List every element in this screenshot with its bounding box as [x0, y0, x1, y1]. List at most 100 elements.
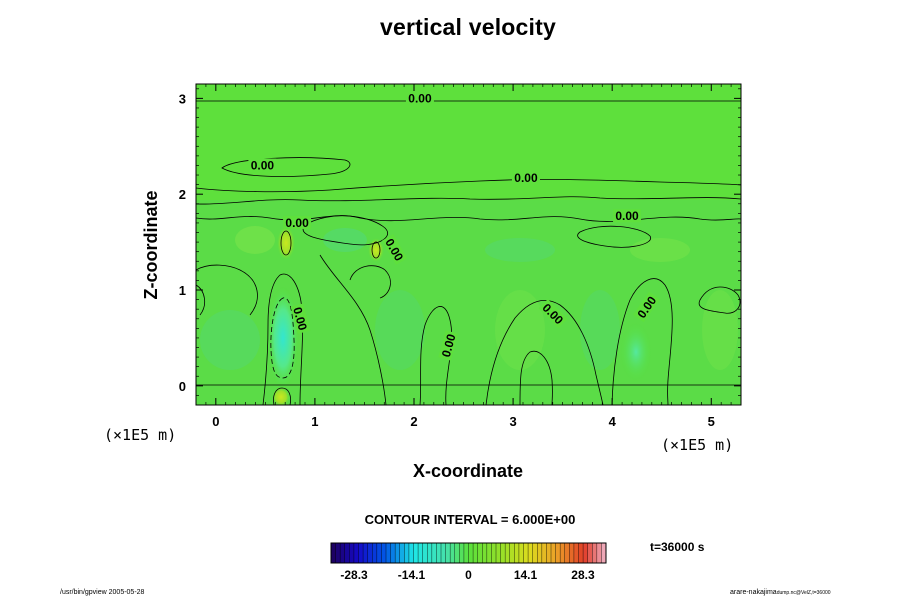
contour-column	[611, 278, 673, 405]
contour-label-bg	[633, 291, 660, 323]
colorbar-segment	[404, 543, 410, 563]
colorbar-segment	[344, 543, 350, 563]
contour-label-group-6: 0.00	[290, 303, 311, 334]
contour-label-2: 0.00	[514, 171, 538, 185]
colorbar-segment	[427, 543, 433, 563]
mottle-blob	[485, 238, 555, 262]
colorbar-segment	[454, 543, 460, 563]
colorbar-segment	[353, 543, 359, 563]
contour-loop	[302, 215, 388, 246]
colorbar-segment	[431, 543, 437, 563]
colorbar-segment	[413, 543, 419, 563]
y-axis-unit: (×1E5 m)	[104, 426, 176, 444]
colorbar-tick-label-0: -28.3	[340, 568, 368, 582]
colorbar-segment	[436, 543, 442, 563]
contour-label-6: 0.00	[290, 306, 310, 332]
colorbar-segment	[441, 543, 446, 563]
plot-frame	[195, 83, 742, 406]
colorbar-segment	[569, 543, 575, 563]
updraft-bottom	[272, 387, 290, 405]
colorbar-tick-label-4: 28.3	[571, 568, 595, 582]
contour-label-bg	[538, 299, 568, 329]
x-axis-title: X-coordinate	[413, 461, 523, 481]
colorbar-segment	[358, 543, 364, 563]
chart-title: vertical velocity	[379, 14, 556, 40]
contour-label-bg	[290, 303, 311, 334]
contour-label-group-9: 0.00	[438, 330, 459, 361]
contour-column	[485, 300, 604, 405]
colorbar-segment	[331, 543, 336, 563]
contour-label-0: 0.00	[408, 91, 432, 105]
colorbar-segment	[390, 543, 396, 563]
contour-column	[262, 273, 303, 405]
colorbar-segment	[592, 543, 598, 563]
colorbar-segment	[523, 543, 529, 563]
colorbar-segment	[450, 543, 456, 563]
contour-column	[419, 306, 453, 405]
contour-label-bg	[438, 330, 459, 361]
mottle-blob	[200, 310, 260, 370]
y-tick-label-2: 2	[179, 187, 186, 202]
mottle-blob	[702, 290, 738, 370]
colorbar-segment	[496, 543, 501, 563]
x-tick-label-5: 5	[708, 414, 715, 429]
colorbar-segment	[518, 543, 524, 563]
colorbar-segment	[583, 543, 589, 563]
mottle-blob	[375, 290, 425, 370]
colorbar-segment	[578, 543, 584, 563]
footer-command: /usr/bin/gpview 2005-05-28	[60, 589, 145, 596]
mottle-blob	[495, 290, 545, 370]
contour-label-bg	[511, 170, 540, 184]
x-tick-label-3: 3	[509, 414, 516, 429]
x-tick-label-4: 4	[609, 414, 617, 429]
colorbar-segment	[463, 543, 469, 563]
downdraft-weak	[620, 322, 652, 382]
contour-label-bg	[248, 158, 277, 172]
colorbar-segment	[546, 543, 552, 563]
contour-label-bg	[283, 215, 312, 229]
colorbar-segment	[349, 543, 355, 563]
colorbar-segment	[367, 543, 373, 563]
colorbar-segment	[564, 543, 570, 563]
time-label: t=36000 s	[650, 540, 705, 554]
x-axis-unit: (×1E5 m)	[661, 436, 733, 454]
y-tick-label-0: 0	[179, 379, 186, 394]
colorbar-segment	[482, 543, 488, 563]
colorbar-segment	[573, 543, 579, 563]
contour-label-group-3: 0.00	[613, 209, 642, 223]
colorbar-tick-label-3: 14.1	[514, 568, 538, 582]
colorbar-segment	[372, 543, 378, 563]
y-axis-title: Z-coordinate	[141, 190, 161, 299]
contour-column	[349, 265, 391, 299]
contour-label-group-2: 0.00	[511, 170, 540, 185]
mottle-blob	[323, 228, 367, 252]
mottle-blob	[630, 238, 690, 262]
colorbar-segment	[418, 543, 424, 563]
contour-label-group-4: 0.00	[283, 215, 312, 230]
colorbar-segment	[422, 543, 428, 563]
colorbar-segment	[381, 543, 387, 563]
colorbar-segment	[491, 543, 497, 563]
contour-column	[319, 254, 387, 405]
colorbar-segment	[395, 543, 401, 563]
colorbar-segment	[532, 543, 538, 563]
contour-downdraft-dashed	[270, 297, 295, 379]
mottle-blob	[580, 290, 620, 370]
colorbar-segment	[399, 543, 405, 563]
colorbar-segment	[340, 543, 346, 563]
colorbar-segment	[386, 543, 391, 563]
colorbar-segment	[477, 543, 483, 563]
axis-tick-labels: 0 1 2 3 4 5 0 1 2 3	[179, 91, 715, 429]
colorbar-segment	[335, 543, 341, 563]
colorbar-tick-label-1: -14.1	[398, 568, 426, 582]
contour-label-group-0: 0.00	[405, 91, 434, 105]
contour-label-1: 0.00	[251, 158, 275, 172]
colorbar-segment	[514, 543, 520, 563]
colorbar-segment	[601, 543, 607, 563]
colorbar-segment	[587, 543, 593, 563]
colorbar	[330, 543, 607, 563]
colorbar-segment	[445, 543, 451, 563]
contour-label-bg	[613, 209, 642, 223]
colorbar-segment	[459, 543, 465, 563]
contour-label-bg	[405, 91, 434, 105]
